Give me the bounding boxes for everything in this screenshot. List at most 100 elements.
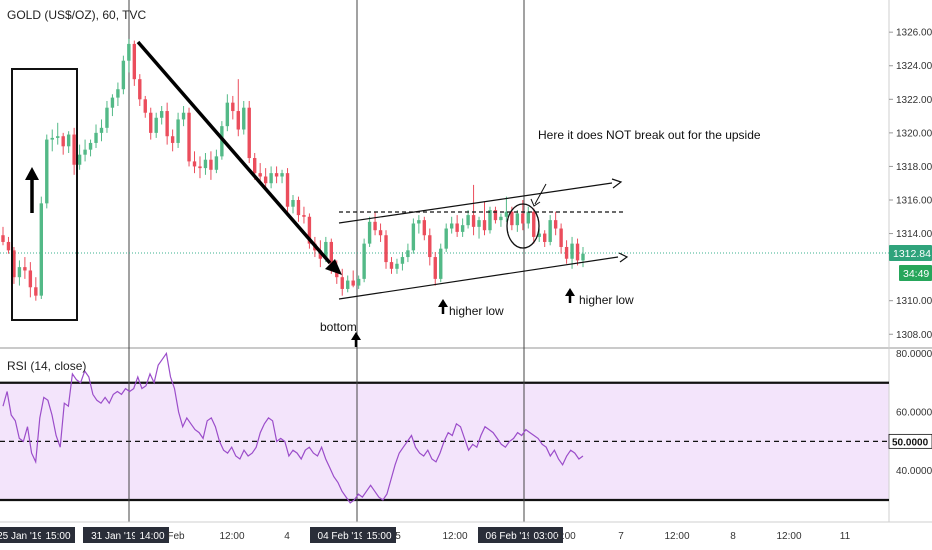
candle	[346, 275, 350, 293]
time-axis-label: 2:00	[556, 531, 576, 542]
candle	[236, 79, 240, 137]
svg-text:14:00: 14:00	[139, 531, 164, 542]
callout-arrow-line	[534, 183, 547, 205]
candle	[56, 122, 60, 145]
candle	[384, 230, 388, 269]
channel-lower-arrow-icon	[618, 252, 629, 263]
symbol-title[interactable]: GOLD (US$/OZ), 60, TVC	[7, 8, 146, 22]
up-arrow-icon-higher-low-1	[438, 299, 448, 314]
channel-upper-line[interactable]	[338, 182, 613, 224]
candle	[466, 210, 470, 229]
candle	[460, 218, 465, 237]
annotation-bottom[interactable]: bottom	[320, 320, 357, 334]
candle	[307, 213, 312, 249]
annotation-higher-low-2[interactable]: higher low	[579, 293, 634, 307]
svg-text:7: 7	[618, 531, 624, 542]
candle	[411, 218, 416, 254]
candle	[66, 131, 71, 154]
candle	[362, 238, 366, 283]
svg-text:5: 5	[395, 531, 401, 542]
candle	[367, 216, 372, 247]
svg-text:03:00: 03:00	[533, 531, 558, 542]
time-axis-label: 5	[395, 531, 401, 542]
time-axis-label: 25 Jan '19	[0, 527, 51, 543]
candle	[6, 236, 11, 254]
candle	[581, 246, 585, 268]
svg-text:25 Jan '19: 25 Jan '19	[0, 531, 43, 542]
svg-text:11: 11	[840, 531, 851, 542]
candle	[77, 144, 82, 170]
time-axis-label: 15:00	[362, 527, 396, 543]
svg-text:12:00: 12:00	[442, 531, 467, 542]
candle	[39, 196, 43, 300]
candle	[154, 112, 158, 138]
rectangle-drawing[interactable]	[11, 68, 78, 321]
time-axis-label: 04 Feb '19	[310, 527, 372, 543]
up-arrow-icon-bottom	[351, 332, 361, 347]
candle	[176, 112, 180, 148]
candle	[302, 206, 306, 224]
candlestick-series[interactable]	[1, 38, 585, 301]
candle	[493, 206, 498, 224]
candle	[439, 243, 443, 283]
time-axis-label: 4	[284, 531, 290, 542]
candle	[203, 153, 208, 175]
candle	[88, 139, 93, 157]
annotation-note[interactable]: Here it does NOT break out for the upsid…	[538, 128, 761, 142]
candle	[471, 184, 476, 236]
svg-text:12:00: 12:00	[776, 531, 801, 542]
candle	[444, 223, 448, 253]
price-tick-label: 1308.00	[896, 330, 932, 341]
price-tick-label: 1324.00	[896, 61, 932, 72]
candle	[110, 94, 115, 117]
svg-text:4: 4	[284, 531, 290, 542]
candle	[340, 268, 344, 296]
time-axis-label: 11	[840, 531, 851, 542]
candle	[149, 107, 153, 140]
annotation-higher-low-1[interactable]: higher low	[449, 304, 504, 318]
trend-arrow-line[interactable]	[136, 40, 332, 265]
candle	[231, 95, 235, 120]
candle	[543, 230, 547, 247]
candle	[296, 196, 301, 222]
rsi-tick-label: 40.0000	[896, 466, 932, 477]
svg-text:15:00: 15:00	[366, 531, 391, 542]
rsi-line	[2, 351, 584, 504]
candle	[400, 252, 405, 271]
candle	[159, 106, 164, 125]
circle-highlight[interactable]	[506, 203, 540, 249]
candle	[455, 215, 459, 237]
last-price-label: 1312.84	[893, 248, 931, 260]
svg-text:8: 8	[730, 531, 736, 542]
channel-lower-line[interactable]	[338, 256, 619, 300]
candle	[170, 129, 175, 152]
candle	[291, 194, 295, 214]
svg-text:15:00: 15:00	[45, 531, 70, 542]
price-tick-label: 1310.00	[896, 296, 932, 307]
candle	[28, 262, 33, 298]
candle	[532, 208, 536, 244]
candle	[515, 210, 520, 232]
svg-text:06 Feb '19: 06 Feb '19	[486, 531, 533, 542]
price-tick-label: 1316.00	[896, 195, 932, 206]
rsi-current-badge: 50.0000	[888, 433, 932, 449]
candle	[34, 277, 38, 301]
candle	[83, 139, 87, 162]
time-axis-label: 12:00	[664, 531, 689, 542]
candle	[482, 201, 487, 236]
rsi-axis-ticks: 80.0000 60.0000 40.0000	[896, 349, 932, 477]
candle	[198, 156, 202, 179]
time-axis-label: 31 Jan '19	[83, 527, 145, 543]
candle	[406, 243, 410, 263]
candle	[192, 151, 197, 174]
rsi-title[interactable]: RSI (14, close)	[7, 359, 86, 373]
candle	[422, 216, 427, 241]
candle	[521, 199, 525, 231]
candle	[449, 216, 454, 234]
price-axis[interactable]	[889, 0, 932, 347]
price-tick-label: 1320.00	[896, 128, 932, 139]
candle	[45, 134, 49, 209]
price-pane[interactable]	[0, 0, 889, 347]
candle	[351, 270, 355, 288]
